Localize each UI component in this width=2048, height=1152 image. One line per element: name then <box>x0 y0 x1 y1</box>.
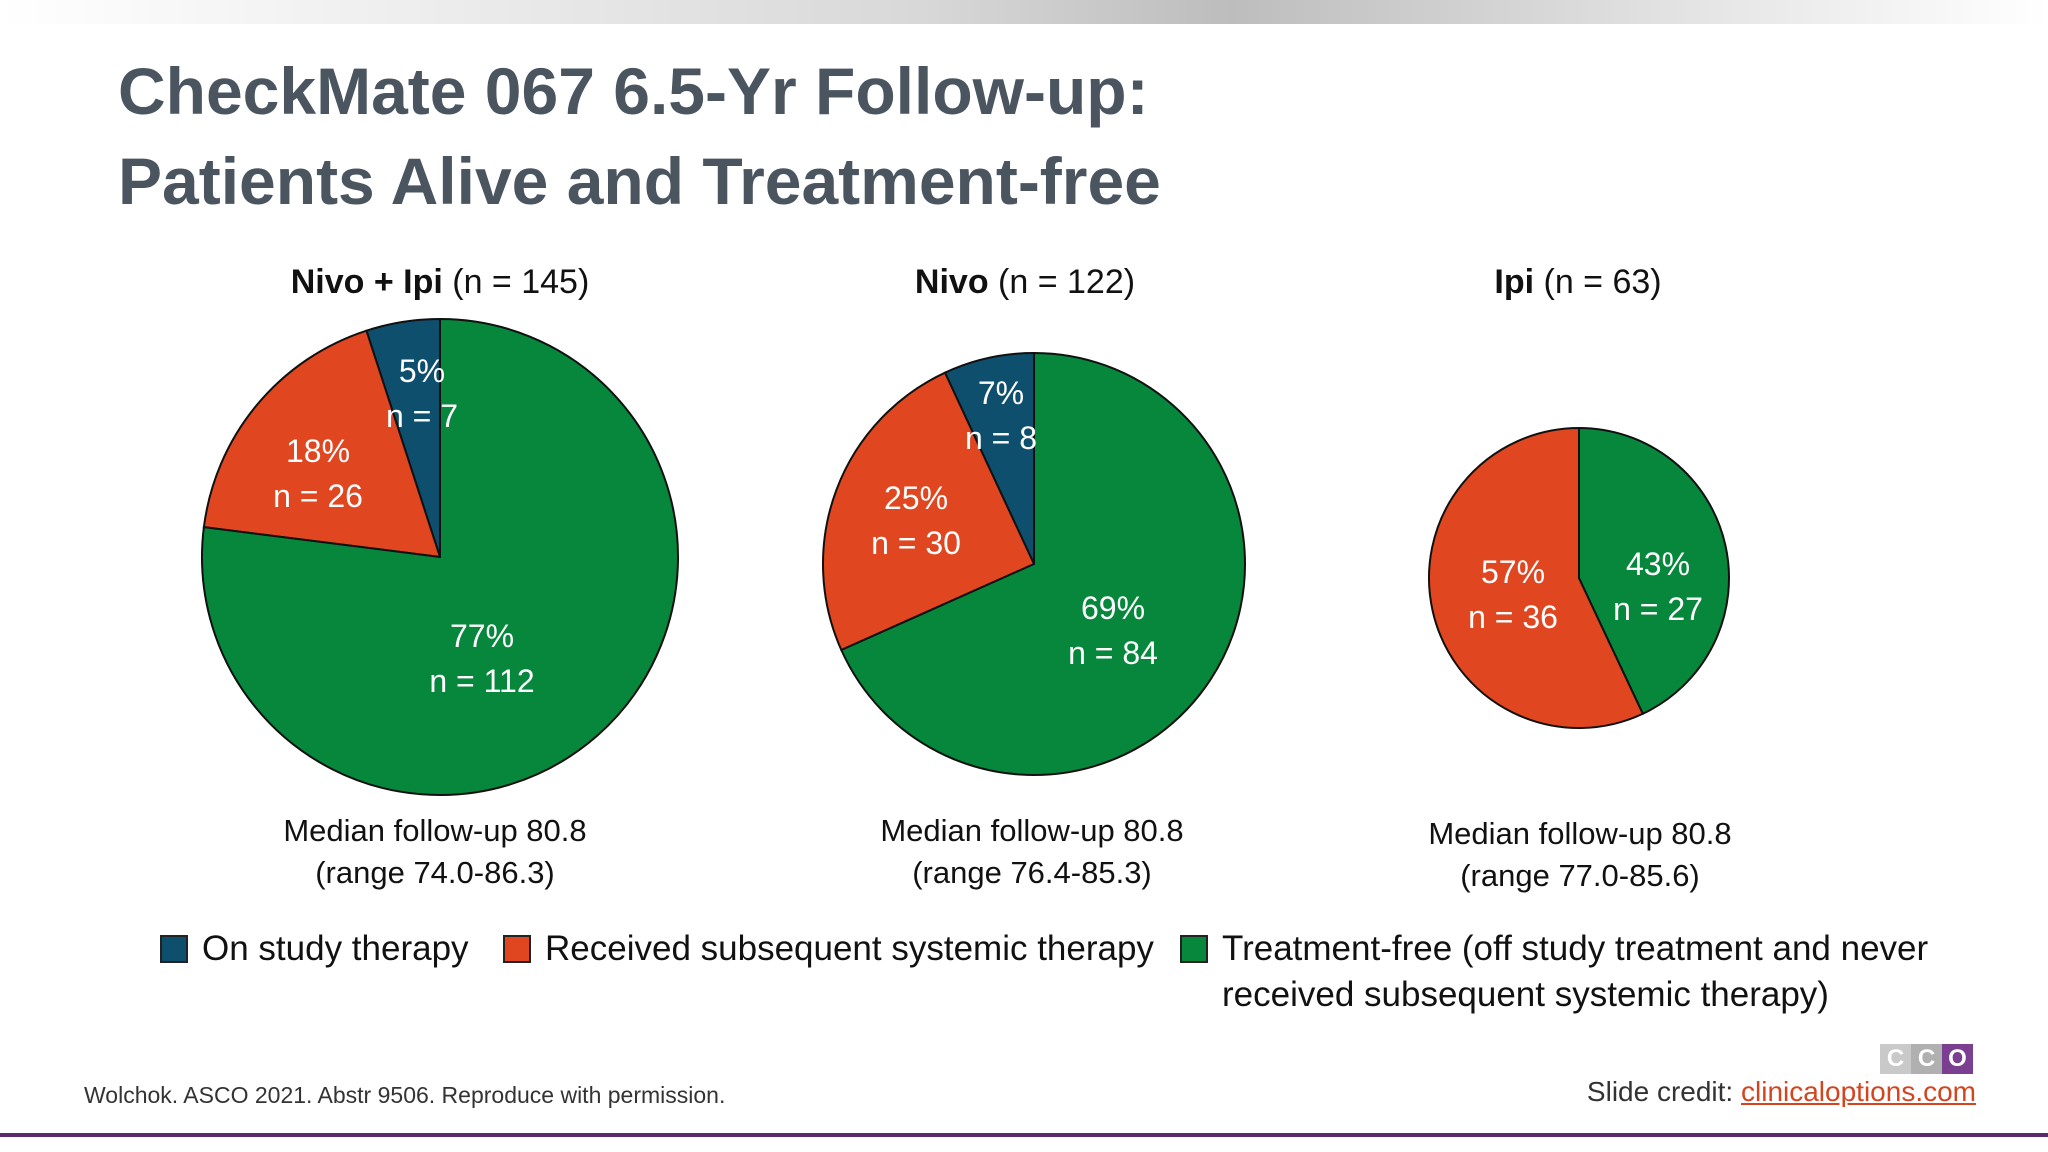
slice-label-n: n = 36 <box>1468 599 1558 635</box>
followup-median: Median follow-up 80.8 <box>1428 816 1732 851</box>
slice-label-n: n = 30 <box>871 525 961 561</box>
chart-title-rest: (n = 122) <box>988 263 1136 301</box>
logo-letter: C <box>1911 1044 1942 1074</box>
pie-slice <box>840 351 1246 776</box>
slide-title-line-2: Patients Alive and Treatment-free <box>118 144 1161 218</box>
cco-logo: C C O <box>1880 1044 1974 1074</box>
bottom-accent-bar <box>0 1133 2048 1137</box>
slide-credit: Slide credit: clinicaloptions.com <box>1587 1076 1976 1108</box>
top-gradient-bar <box>0 0 2048 24</box>
slide-title: CheckMate 067 6.5-Yr Follow-up: Patients… <box>118 46 1618 226</box>
chart-title-ipi: Ipi (n = 63) <box>1328 263 1828 302</box>
followup-median: Median follow-up 80.8 <box>880 813 1184 848</box>
legend-swatch <box>160 935 188 963</box>
followup-range: (range 74.0-86.3) <box>315 855 555 890</box>
pie-slice <box>201 317 679 796</box>
logo-letter: O <box>1942 1044 1973 1074</box>
legend-swatch <box>503 935 531 963</box>
slice-label-pct: 57% <box>1481 554 1545 590</box>
legend-label: On study therapy <box>202 929 469 968</box>
legend-item-subsequent: Received subsequent systemic therapy <box>503 926 1154 972</box>
legend-label: Received subsequent systemic therapy <box>545 929 1154 968</box>
slice-label-pct: 7% <box>978 375 1024 411</box>
pie-chart-2: 57% n = 36 43% n = 27 <box>1428 426 1730 729</box>
pie-chart-0: 5% n = 7 18% n = 26 77% n = 112 <box>201 317 679 796</box>
followup-nivo: Median follow-up 80.8 (range 76.4-85.3) <box>782 810 1282 894</box>
pie-slice <box>1578 426 1730 716</box>
slide-credit-link[interactable]: clinicaloptions.com <box>1741 1076 1976 1107</box>
slide-title-line-1: CheckMate 067 6.5-Yr Follow-up: <box>118 54 1149 128</box>
slice-label-pct: 77% <box>450 618 514 654</box>
slice-label-pct: 18% <box>286 433 350 469</box>
followup-range: (range 77.0-85.6) <box>1460 858 1700 893</box>
pie-chart-1: 7% n = 8 25% n = 30 69% n = 84 <box>822 351 1246 776</box>
citation: Wolchok. ASCO 2021. Abstr 9506. Reproduc… <box>84 1082 726 1108</box>
legend-label: Treatment-free (off study treatment and … <box>1222 929 1929 1014</box>
chart-title-bold: Nivo + Ipi <box>290 263 443 301</box>
slice-label-n: n = 27 <box>1613 591 1703 627</box>
slice-label-pct: 25% <box>884 480 948 516</box>
legend-swatch <box>1180 935 1208 963</box>
followup-range: (range 76.4-85.3) <box>912 855 1152 890</box>
slice-label-n: n = 8 <box>965 420 1037 456</box>
chart-title-bold: Nivo <box>914 263 989 301</box>
followup-nivo-ipi: Median follow-up 80.8 (range 74.0-86.3) <box>185 810 685 894</box>
followup-median: Median follow-up 80.8 <box>283 813 587 848</box>
pie-charts: 5% n = 7 18% n = 26 77% n = 112 7% n = 8 25% n = … <box>201 317 1730 796</box>
pie-slice <box>822 371 1036 652</box>
legend-item-on-study: On study therapy <box>160 926 469 972</box>
chart-title-rest: (n = 63) <box>1534 263 1662 301</box>
legend: On study therapy Received subsequent sys… <box>160 926 2000 1046</box>
slice-label-pct: 69% <box>1081 590 1145 626</box>
slice-label-n: n = 26 <box>273 478 363 514</box>
slice-label-n: n = 112 <box>429 663 534 699</box>
slice-label-pct: 5% <box>399 353 445 389</box>
chart-title-bold: Ipi <box>1494 263 1535 301</box>
chart-title-nivo: Nivo (n = 122) <box>775 263 1275 302</box>
chart-title-rest: (n = 145) <box>442 263 590 301</box>
legend-item-treatment-free: Treatment-free (off study treatment and … <box>1180 926 1940 1018</box>
chart-title-nivo-ipi: Nivo + Ipi (n = 145) <box>190 263 690 302</box>
logo-letter: C <box>1880 1044 1911 1074</box>
slide-credit-label: Slide credit: <box>1586 1076 1741 1107</box>
pie-slice <box>202 329 442 559</box>
slice-label-pct: 43% <box>1626 546 1690 582</box>
slice-label-n: n = 84 <box>1068 635 1158 671</box>
pie-slice <box>1428 426 1645 729</box>
followup-ipi: Median follow-up 80.8 (range 77.0-85.6) <box>1330 813 1830 897</box>
slice-label-n: n = 7 <box>386 398 458 434</box>
